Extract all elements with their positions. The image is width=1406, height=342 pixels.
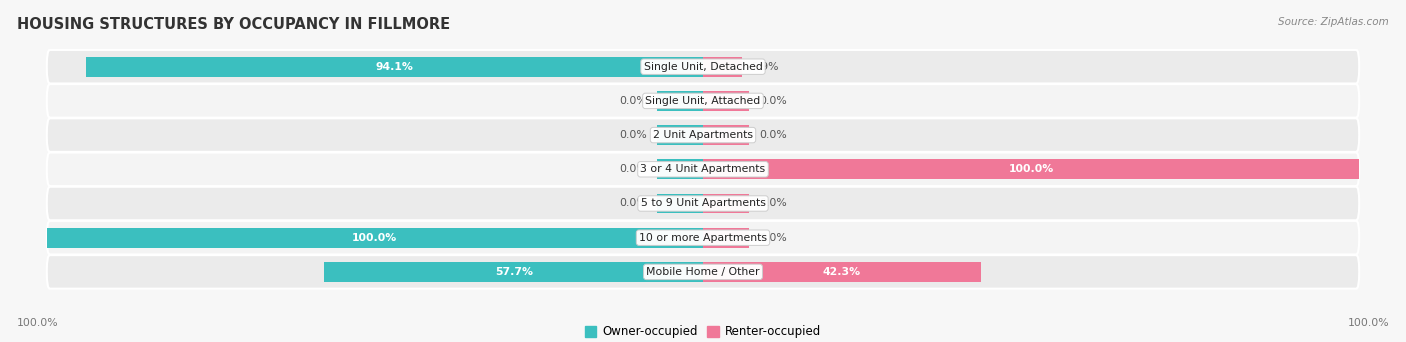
Bar	[86, 57, 703, 77]
Text: 0.0%: 0.0%	[759, 233, 786, 243]
Bar	[657, 194, 703, 213]
Text: Single Unit, Attached: Single Unit, Attached	[645, 96, 761, 106]
Text: 0.0%: 0.0%	[759, 198, 786, 209]
Text: Single Unit, Detached: Single Unit, Detached	[644, 62, 762, 72]
Text: 0.0%: 0.0%	[620, 198, 647, 209]
Text: 10 or more Apartments: 10 or more Apartments	[638, 233, 768, 243]
FancyBboxPatch shape	[46, 118, 1360, 152]
Bar	[703, 57, 742, 77]
FancyBboxPatch shape	[46, 84, 1360, 118]
Text: 100.0%: 100.0%	[1347, 318, 1389, 328]
Text: 0.0%: 0.0%	[620, 96, 647, 106]
Text: 94.1%: 94.1%	[375, 62, 413, 72]
Text: 100.0%: 100.0%	[1008, 164, 1053, 174]
Bar	[657, 125, 703, 145]
Bar	[657, 159, 703, 179]
Bar	[703, 159, 1360, 179]
Text: 5 to 9 Unit Apartments: 5 to 9 Unit Apartments	[641, 198, 765, 209]
Text: 3 or 4 Unit Apartments: 3 or 4 Unit Apartments	[641, 164, 765, 174]
Text: 42.3%: 42.3%	[823, 267, 860, 277]
Bar	[703, 228, 749, 248]
Text: Source: ZipAtlas.com: Source: ZipAtlas.com	[1278, 17, 1389, 27]
Text: 0.0%: 0.0%	[620, 164, 647, 174]
Text: HOUSING STRUCTURES BY OCCUPANCY IN FILLMORE: HOUSING STRUCTURES BY OCCUPANCY IN FILLM…	[17, 17, 450, 32]
Bar	[703, 91, 749, 111]
Text: 0.0%: 0.0%	[759, 96, 786, 106]
FancyBboxPatch shape	[46, 50, 1360, 83]
Bar	[46, 228, 703, 248]
FancyBboxPatch shape	[46, 153, 1360, 186]
Text: 0.0%: 0.0%	[759, 130, 786, 140]
FancyBboxPatch shape	[46, 255, 1360, 289]
Legend: Owner-occupied, Renter-occupied: Owner-occupied, Renter-occupied	[579, 321, 827, 342]
Text: 57.7%: 57.7%	[495, 267, 533, 277]
Text: 2 Unit Apartments: 2 Unit Apartments	[652, 130, 754, 140]
FancyBboxPatch shape	[46, 221, 1360, 254]
FancyBboxPatch shape	[46, 187, 1360, 220]
Bar	[703, 194, 749, 213]
Text: 100.0%: 100.0%	[353, 233, 398, 243]
Text: 0.0%: 0.0%	[620, 130, 647, 140]
Bar	[703, 262, 980, 282]
Bar	[325, 262, 703, 282]
Text: 100.0%: 100.0%	[17, 318, 59, 328]
Text: 5.9%: 5.9%	[752, 62, 779, 72]
Bar	[657, 91, 703, 111]
Bar	[703, 125, 749, 145]
Text: Mobile Home / Other: Mobile Home / Other	[647, 267, 759, 277]
